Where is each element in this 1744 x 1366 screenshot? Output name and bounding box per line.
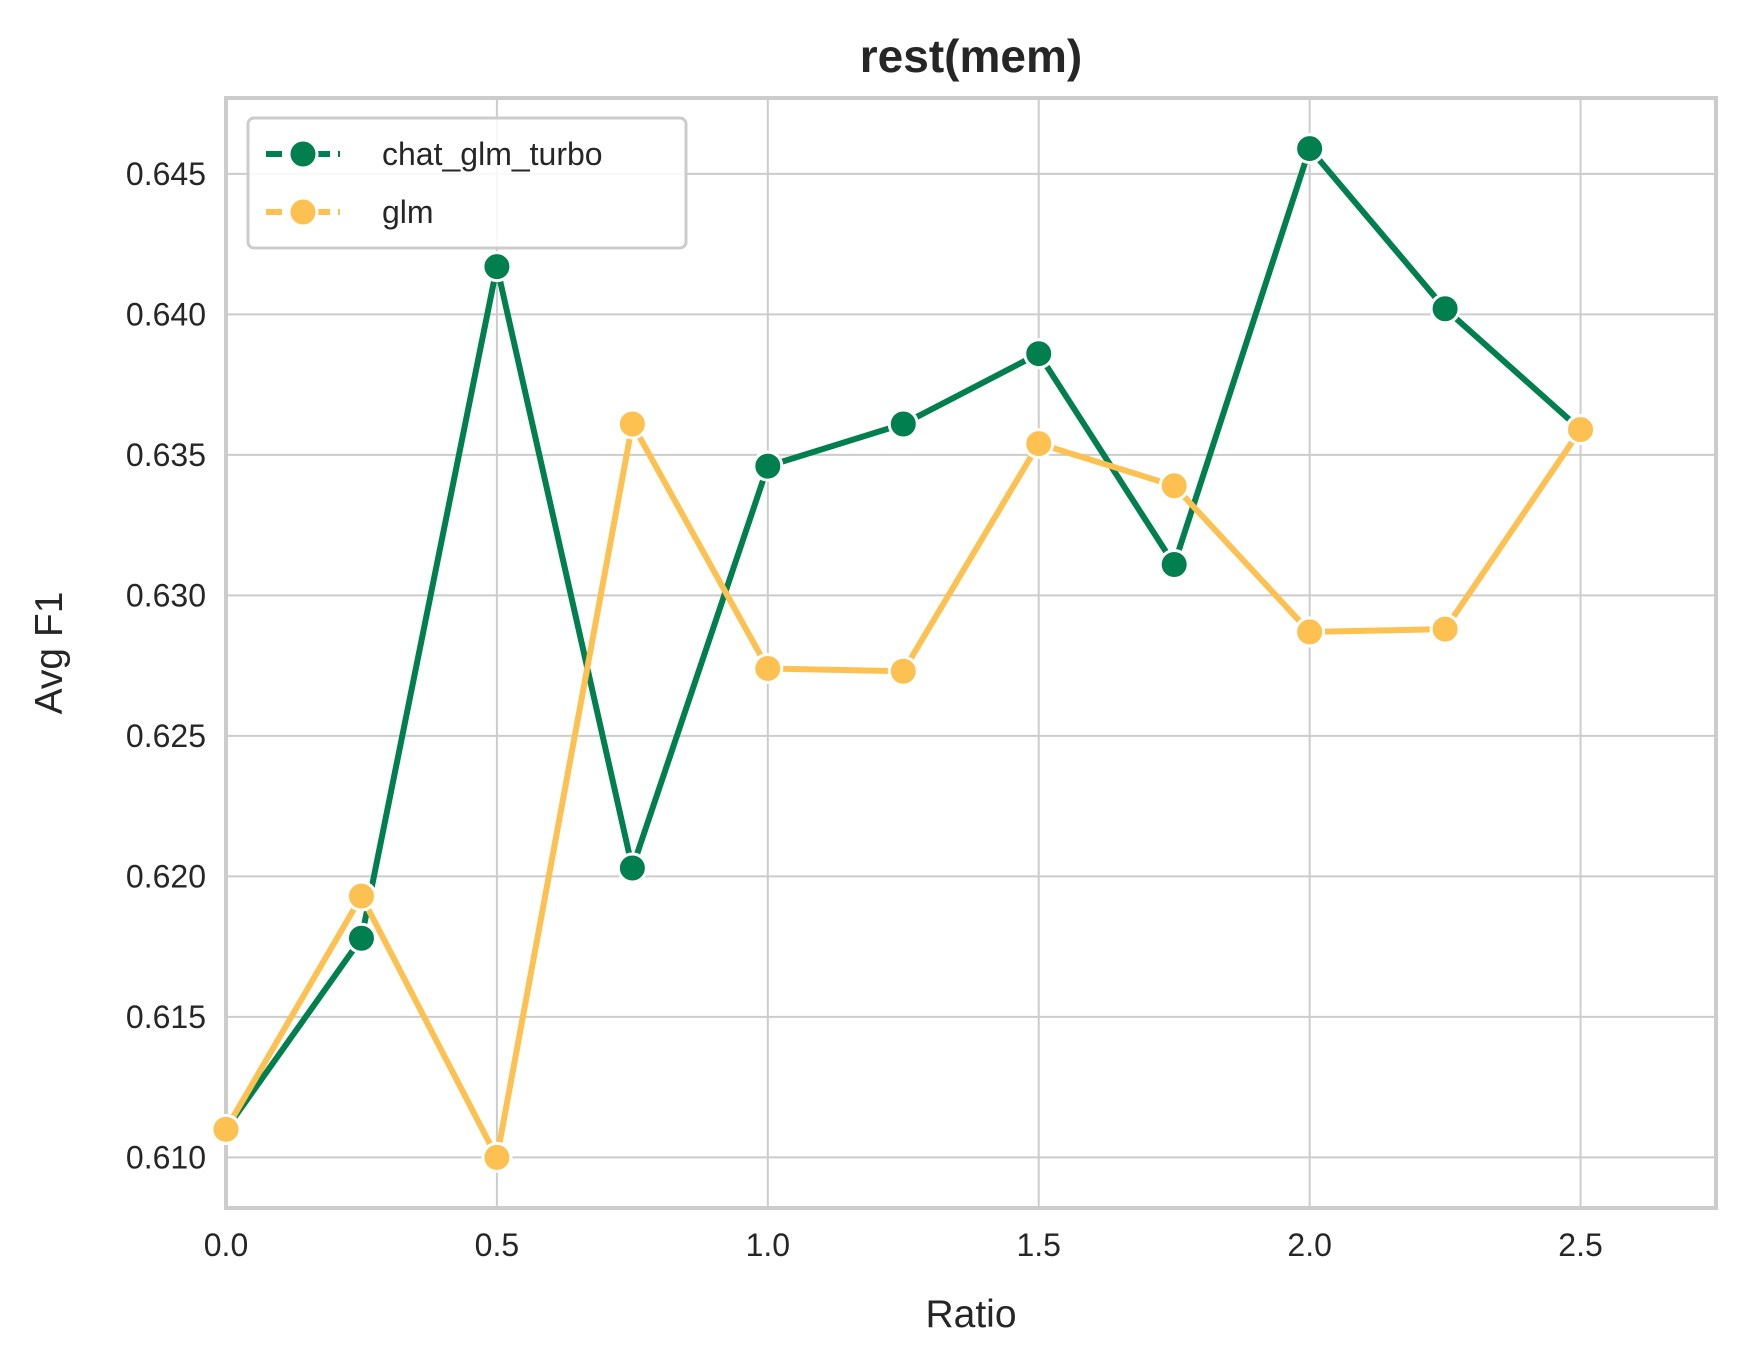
data-point-chat-glm-turbo xyxy=(1429,293,1461,325)
y-tick-label: 0.640 xyxy=(126,296,206,332)
data-point-chat-glm-turbo xyxy=(1023,338,1055,370)
y-tick-label: 0.615 xyxy=(126,999,206,1035)
legend-item-glm: glm xyxy=(266,194,434,230)
y-tick-label: 0.645 xyxy=(126,156,206,192)
data-point-chat-glm-turbo xyxy=(1294,133,1326,165)
data-point-glm xyxy=(752,652,784,684)
y-tick-label: 0.620 xyxy=(126,858,206,894)
data-point-glm xyxy=(1565,414,1597,446)
data-point-glm xyxy=(887,655,919,687)
legend-label: chat_glm_turbo xyxy=(382,136,603,172)
data-point-chat-glm-turbo xyxy=(481,251,513,283)
y-axis-label: Avg F1 xyxy=(28,592,71,715)
data-point-chat-glm-turbo xyxy=(752,450,784,482)
series-layer xyxy=(210,133,1597,1173)
plot-frame xyxy=(224,96,1718,1210)
y-tick-label: 0.610 xyxy=(126,1139,206,1175)
y-tick-labels: 0.610 0.615 0.620 0.625 0.630 0.635 0.640 0.645 xyxy=(126,156,206,1176)
x-tick-label: 0.5 xyxy=(475,1227,519,1263)
x-tick-label: 1.0 xyxy=(746,1227,790,1263)
legend-box xyxy=(246,116,688,250)
legend-label: glm xyxy=(382,194,434,230)
data-point-glm xyxy=(345,880,377,912)
data-point-glm xyxy=(616,408,648,440)
legend-marker xyxy=(287,138,319,170)
data-point-chat-glm-turbo xyxy=(887,408,919,440)
data-point-glm xyxy=(1023,428,1055,460)
series-glm xyxy=(210,408,1597,1173)
y-tick-label: 0.630 xyxy=(126,577,206,613)
x-tick-label: 2.5 xyxy=(1558,1227,1602,1263)
data-point-glm xyxy=(210,1113,242,1145)
data-point-glm xyxy=(1429,613,1461,645)
x-tick-label: 0.0 xyxy=(204,1227,248,1263)
data-point-chat-glm-turbo xyxy=(345,922,377,954)
data-point-glm xyxy=(481,1141,513,1173)
data-point-glm xyxy=(1158,470,1190,502)
x-tick-label: 1.5 xyxy=(1016,1227,1060,1263)
data-point-chat-glm-turbo xyxy=(616,852,648,884)
data-point-chat-glm-turbo xyxy=(1158,548,1190,580)
x-axis-label: Ratio xyxy=(925,1293,1016,1336)
legend-marker xyxy=(287,196,319,228)
legend-item-chat-glm-turbo: chat_glm_turbo xyxy=(266,136,603,172)
chart-title: rest(mem) xyxy=(860,30,1082,82)
y-tick-label: 0.635 xyxy=(126,437,206,473)
y-tick-label: 0.625 xyxy=(126,718,206,754)
x-tick-label: 2.0 xyxy=(1287,1227,1331,1263)
x-tick-labels: 0.0 0.5 1.0 1.5 2.0 2.5 xyxy=(204,1227,1603,1263)
data-point-glm xyxy=(1294,616,1326,648)
